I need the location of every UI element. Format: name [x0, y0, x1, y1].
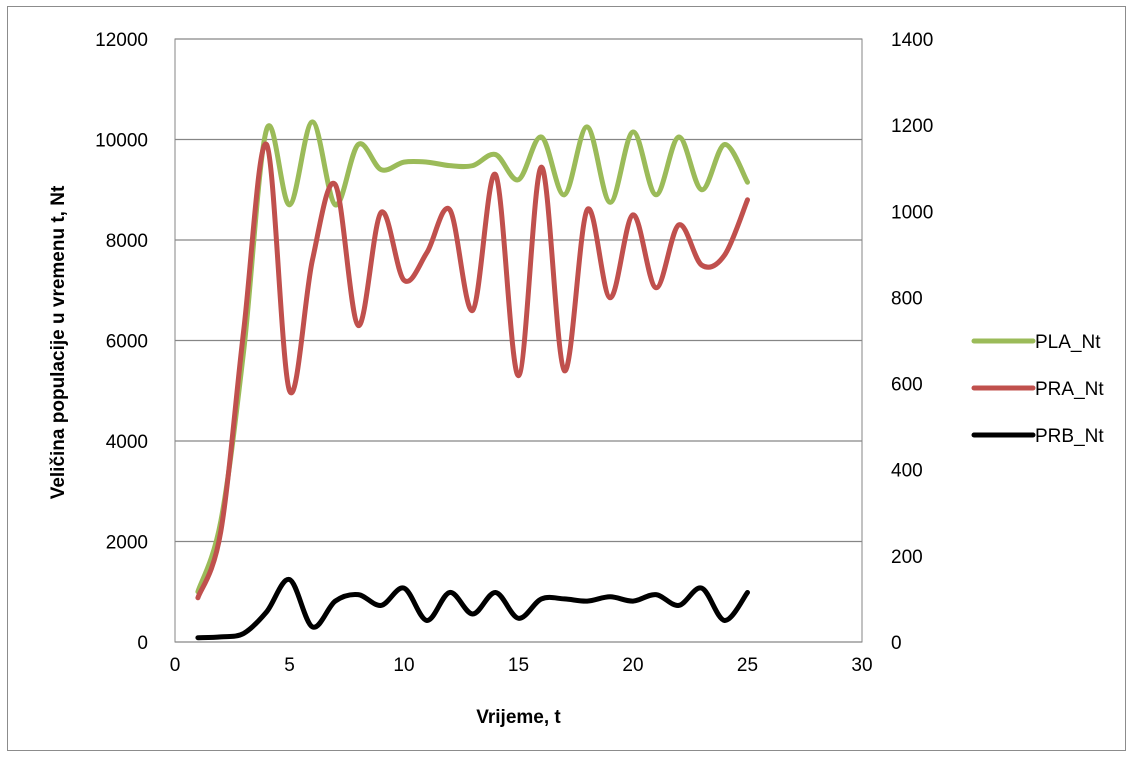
- x-tick-label: 15: [508, 655, 529, 676]
- y-right-tick-label: 200: [891, 547, 923, 568]
- y-left-tick-label: 10000: [95, 131, 148, 152]
- legend: PLA_Nt PRA_Nt PRB_Nt: [971, 332, 1104, 447]
- series-line-prb_nt: [195, 577, 750, 641]
- chart-frame: [7, 6, 1126, 751]
- series-line-pra_nt: [195, 141, 750, 601]
- x-tick-label: 30: [851, 655, 872, 676]
- legend-label-pla_nt: PLA_Nt: [1035, 332, 1101, 353]
- series-line-pla_nt: [195, 119, 750, 595]
- y-left-tick-label: 2000: [106, 533, 148, 554]
- legend-label-prb_nt: PRB_Nt: [1035, 426, 1104, 447]
- y-left-tick-label: 6000: [106, 332, 148, 353]
- x-tick-label: 5: [284, 655, 295, 676]
- y-axis-title: Veličina populacije u vremenu t, Nt: [48, 185, 69, 499]
- y-left-tick-label: 8000: [106, 231, 148, 252]
- y-left-tick-label: 4000: [106, 432, 148, 453]
- y-right-tick-label: 1200: [891, 116, 933, 137]
- x-tick-label: 10: [393, 655, 414, 676]
- series-lines: [195, 119, 750, 641]
- y-right-tick-label: 0: [891, 633, 902, 654]
- x-tick-label: 0: [170, 655, 181, 676]
- gridlines: [174, 38, 863, 643]
- y-left-tick-label: 0: [137, 633, 148, 654]
- y-right-tick-label: 400: [891, 461, 923, 482]
- y-right-tick-label: 600: [891, 375, 923, 396]
- y-right-tick-label: 1400: [891, 30, 933, 51]
- tick-labels: 0 5 10 15 20 25 30 0 2000 4000 6000 8000 10000 12000 0…: [95, 30, 933, 676]
- y-right-tick-label: 800: [891, 288, 923, 309]
- y-right-tick-label: 1000: [891, 202, 933, 223]
- x-tick-label: 20: [622, 655, 643, 676]
- y-left-tick-label: 12000: [95, 30, 148, 51]
- legend-label-pra_nt: PRA_Nt: [1035, 379, 1104, 400]
- x-tick-label: 25: [737, 655, 758, 676]
- x-axis-title: Vrijeme, t: [476, 707, 561, 728]
